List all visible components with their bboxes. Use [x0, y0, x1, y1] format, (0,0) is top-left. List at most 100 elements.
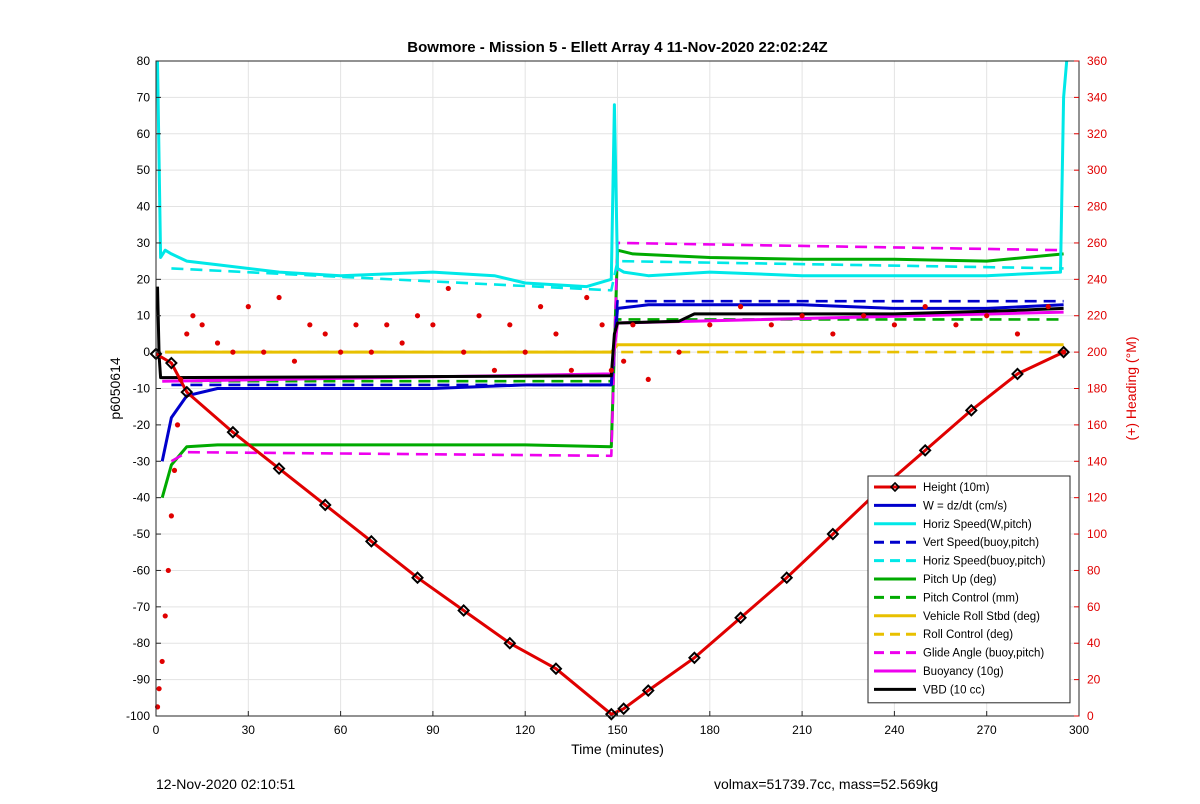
y2-tick-label: 20: [1087, 673, 1101, 687]
y2-tick-label: 320: [1087, 127, 1107, 141]
x-tick-label: 30: [242, 723, 256, 737]
heading-point: [645, 376, 651, 383]
y-tick-label: 50: [137, 163, 151, 177]
height-marker: [604, 707, 618, 721]
heading-point: [522, 349, 528, 355]
series-4-line: [171, 259, 1064, 292]
y-tick-label: -30: [133, 454, 151, 468]
y-tick-label: -10: [133, 382, 151, 396]
heading-point: [307, 322, 313, 328]
series-11-line: [156, 286, 1064, 380]
y2-tick-label: 300: [1087, 163, 1107, 177]
footer-volmax-mass: volmax=51739.7cc, mass=52.569kg: [714, 776, 939, 792]
x-tick-label: 90: [426, 723, 440, 737]
y-tick-label: -20: [133, 418, 151, 432]
height-marker: [734, 611, 747, 625]
y2-tick-label: 200: [1087, 345, 1107, 359]
y-tick-label: -50: [133, 527, 151, 541]
legend-label: Roll Control (deg): [923, 629, 1013, 641]
height-marker: [457, 604, 471, 617]
heading-point: [1045, 304, 1051, 310]
y2-tick-label: 180: [1087, 382, 1107, 396]
legend-label: Buoyancy (10g): [923, 666, 1004, 678]
footer-timestamp: 12-Nov-2020 02:10:51: [156, 776, 296, 792]
height-marker: [918, 443, 932, 457]
height-marker: [964, 403, 978, 417]
heading-point: [537, 304, 544, 310]
heading-point: [168, 513, 174, 519]
y2-tick-label: 40: [1087, 636, 1101, 650]
legend-label: Vehicle Roll Stbd (deg): [923, 611, 1040, 623]
heading-point: [184, 331, 190, 337]
y2-tick-label: 60: [1087, 600, 1101, 614]
heading-point: [830, 331, 836, 337]
heading-point: [368, 349, 374, 355]
series-1-line: [160, 303, 1064, 462]
heading-point: [768, 322, 774, 328]
chart-title: Bowmore - Mission 5 - Ellett Array 4 11-…: [407, 39, 827, 56]
y2-tick-label: 340: [1087, 90, 1107, 104]
heading-point: [984, 313, 990, 319]
y-tick-label: 80: [137, 54, 151, 68]
legend-label: Height (10m): [923, 482, 990, 494]
heading-point: [861, 313, 867, 319]
heading-point: [165, 567, 171, 574]
heading-point: [430, 322, 436, 328]
height-marker: [780, 571, 794, 585]
x-tick-label: 120: [515, 723, 535, 737]
height-marker: [180, 385, 194, 399]
y2-tick-label: 360: [1087, 54, 1107, 68]
heading-point: [584, 294, 590, 301]
legend-label: Glide Angle (buoy,pitch): [923, 648, 1044, 660]
legend-label: Pitch Up (deg): [923, 574, 997, 586]
heading-point: [261, 349, 267, 355]
heading-point: [322, 331, 328, 337]
heading-point: [553, 331, 559, 337]
series-6-line: [171, 318, 1064, 383]
x-tick-label: 0: [153, 723, 160, 737]
heading-point: [245, 304, 251, 310]
y-tick-label: -70: [133, 600, 151, 614]
height-marker: [272, 462, 286, 475]
x-tick-label: 240: [884, 723, 904, 737]
heading-point: [799, 313, 805, 319]
legend-label: W = dz/dt (cm/s): [923, 500, 1007, 512]
height-marker: [688, 651, 701, 665]
height-marker: [364, 534, 378, 548]
y-tick-label: -80: [133, 636, 151, 650]
heading-point: [922, 304, 928, 310]
heading-point: [891, 322, 898, 328]
legend-label: Pitch Control (mm): [923, 592, 1019, 604]
heading-point: [399, 340, 405, 346]
legend-label: Horiz Speed(buoy,pitch): [923, 556, 1046, 568]
x-tick-label: 60: [334, 723, 348, 737]
heading-point: [630, 322, 636, 328]
x-tick-label: 150: [607, 723, 627, 737]
height-marker: [318, 498, 332, 512]
y2-tick-label: 160: [1087, 418, 1107, 432]
tick-labels: 0 30 60 90 120 150 180 210 240 270 300-100-90-80-7…: [126, 54, 1107, 737]
heading-point: [707, 322, 713, 328]
y-tick-label: -90: [133, 673, 151, 687]
heading-point: [461, 349, 467, 355]
series-5-line: [160, 248, 1064, 499]
legend: Height (10m) W = dz/dt (cm/s) Horiz Speed(…: [867, 475, 1071, 704]
heading-point: [599, 322, 605, 328]
height-marker: [1057, 345, 1071, 359]
y2-tick-label: 0: [1087, 709, 1094, 723]
height-marker: [641, 684, 655, 697]
heading-point: [608, 367, 614, 373]
heading-point: [507, 322, 513, 328]
x-tick-label: 270: [977, 723, 997, 737]
y2-tick-label: 140: [1087, 454, 1107, 468]
heading-point: [291, 358, 298, 364]
heading-point: [445, 285, 451, 292]
heading-point: [384, 322, 390, 328]
y2-tick-label: 260: [1087, 236, 1107, 250]
y-tick-label: 40: [137, 200, 151, 214]
heading-point: [190, 313, 196, 319]
y-tick-label: 70: [137, 90, 151, 104]
heading-point: [159, 658, 165, 665]
legend-label: Horiz Speed(W,pitch): [923, 519, 1032, 531]
heading-point: [199, 322, 205, 328]
